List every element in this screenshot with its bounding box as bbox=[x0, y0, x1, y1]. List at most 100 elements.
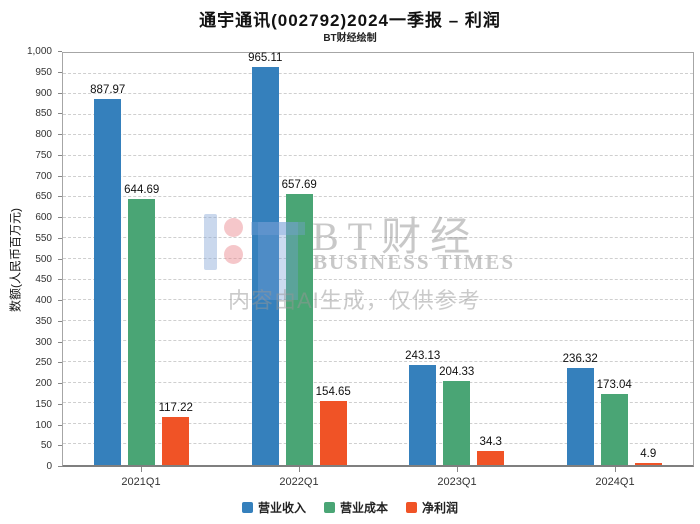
y-tick-label: 900 bbox=[35, 87, 52, 99]
bar-营业收入-2023Q1: 243.13 bbox=[405, 350, 440, 465]
bar-value-label: 34.3 bbox=[479, 435, 502, 448]
y-tick-label: 50 bbox=[40, 440, 52, 452]
bar-营业收入-2021Q1: 887.97 bbox=[90, 84, 125, 465]
bar-group-2023Q1: 243.13 204.33 34.3 bbox=[378, 53, 536, 465]
x-tick-mark bbox=[141, 467, 142, 472]
bars-layer: 887.97 644.69 117.22 965.11 657.69 154.65 243.… bbox=[63, 52, 694, 465]
y-tick-label: 500 bbox=[35, 253, 52, 265]
bar-净利润-2024Q1: 4.9 bbox=[634, 448, 662, 465]
bar-营业成本-2021Q1: 644.69 bbox=[124, 184, 159, 465]
y-tick-mark bbox=[58, 92, 62, 94]
gridline bbox=[63, 216, 693, 218]
bar-营业成本-2024Q1: 173.04 bbox=[597, 379, 632, 465]
y-tick-label: 100 bbox=[35, 419, 52, 431]
bar-value-label: 644.69 bbox=[124, 184, 160, 197]
gridline bbox=[63, 299, 693, 301]
gridline bbox=[63, 278, 693, 280]
y-tick-mark bbox=[58, 237, 62, 239]
y-tick-label: 1,000 bbox=[26, 46, 52, 57]
y-tick-label: 400 bbox=[35, 295, 52, 306]
bar-净利润-2022Q1: 154.65 bbox=[316, 386, 351, 465]
y-tick-label: 450 bbox=[35, 274, 52, 286]
y-tick-mark bbox=[58, 51, 62, 52]
y-tick-label: 850 bbox=[35, 108, 52, 120]
gridline bbox=[63, 155, 693, 156]
bar-value-label: 887.97 bbox=[90, 84, 126, 97]
legend-label: 营业成本 bbox=[339, 501, 388, 515]
bar-group-2022Q1: 965.11 657.69 154.65 bbox=[221, 52, 379, 465]
y-tick-mark bbox=[58, 258, 62, 260]
gridline bbox=[63, 237, 693, 239]
y-tick-mark bbox=[58, 113, 62, 115]
bar-value-label: 117.22 bbox=[158, 401, 193, 414]
gridline bbox=[63, 93, 693, 95]
bar-value-label: 236.32 bbox=[562, 352, 598, 365]
gridline bbox=[63, 134, 693, 136]
y-tick-label: 350 bbox=[35, 315, 52, 327]
x-tick-label-2024Q1: 2024Q1 bbox=[536, 467, 694, 488]
bar-营业收入-2022Q1: 965.11 bbox=[248, 52, 282, 465]
bar-营业收入-2024Q1: 236.32 bbox=[563, 353, 598, 465]
chart-subtitle: BT财经绘制 bbox=[323, 33, 377, 44]
y-tick-label: 150 bbox=[35, 398, 52, 410]
legend-label: 营业收入 bbox=[257, 501, 306, 515]
y-tick-mark bbox=[58, 424, 62, 426]
gridline bbox=[63, 402, 693, 404]
y-tick-label: 700 bbox=[35, 170, 52, 182]
y-tick-label: 950 bbox=[35, 66, 52, 78]
y-tick-mark bbox=[58, 320, 62, 322]
y-tick-mark bbox=[58, 217, 62, 218]
bar-group-2024Q1: 236.32 173.04 4.9 bbox=[536, 53, 694, 465]
y-tick-label: 650 bbox=[35, 191, 52, 203]
x-tick-mark bbox=[457, 467, 458, 472]
x-tick-mark bbox=[299, 467, 300, 472]
y-tick-label: 750 bbox=[35, 149, 52, 161]
gridline bbox=[63, 443, 693, 445]
y-tick-label: 300 bbox=[35, 336, 52, 348]
gridline bbox=[63, 361, 693, 362]
gridline bbox=[63, 340, 693, 342]
bar-value-label: 4.9 bbox=[640, 447, 657, 460]
legend: 营业收入 营业成本 净利润 bbox=[0, 499, 700, 516]
y-tick-mark bbox=[58, 71, 62, 73]
y-tick-mark bbox=[58, 300, 62, 301]
gridline bbox=[63, 258, 693, 259]
bar-value-label: 154.65 bbox=[315, 386, 351, 399]
y-tick-label: 800 bbox=[35, 129, 52, 140]
x-tick-label-2023Q1: 2023Q1 bbox=[378, 467, 536, 488]
gridline bbox=[63, 196, 693, 198]
y-tick-mark bbox=[58, 175, 62, 177]
bar-净利润-2021Q1: 117.22 bbox=[159, 402, 193, 465]
y-tick-mark bbox=[58, 341, 62, 343]
legend-swatch-icon bbox=[241, 502, 253, 513]
x-tick-label-2022Q1: 2022Q1 bbox=[220, 467, 378, 488]
y-tick-label: 0 bbox=[46, 461, 52, 472]
plot-area: 887.97 644.69 117.22 965.11 657.69 154.65 243.… bbox=[62, 52, 694, 467]
y-tick-mark bbox=[58, 403, 62, 405]
legend-item-营业收入[interactable]: 营业收入 bbox=[241, 499, 306, 516]
bar-group-2021Q1: 887.97 644.69 117.22 bbox=[63, 53, 221, 465]
legend-swatch-icon bbox=[406, 502, 417, 513]
y-tick-mark bbox=[58, 196, 62, 198]
gridline bbox=[63, 113, 693, 115]
gridline bbox=[63, 381, 693, 383]
legend-item-营业成本[interactable]: 营业成本 bbox=[323, 499, 388, 516]
bar-营业成本-2022Q1: 657.69 bbox=[282, 179, 317, 465]
bar-value-label: 965.11 bbox=[248, 52, 283, 65]
y-tick-label: 600 bbox=[35, 212, 52, 223]
y-tick-mark bbox=[58, 154, 62, 156]
bar-value-label: 243.13 bbox=[405, 349, 441, 362]
y-tick-label: 250 bbox=[35, 357, 52, 369]
gridline bbox=[63, 319, 693, 321]
y-tick-mark bbox=[58, 466, 62, 467]
x-tick-mark bbox=[615, 467, 616, 472]
chart-title: 通宇通讯(002792)2024一季报 – 利润 bbox=[199, 11, 501, 30]
bar-净利润-2023Q1: 34.3 bbox=[477, 436, 505, 465]
bar-value-label: 204.33 bbox=[439, 365, 475, 378]
y-tick-label: 550 bbox=[35, 232, 52, 244]
legend-item-净利润[interactable]: 净利润 bbox=[406, 499, 458, 516]
legend-label: 净利润 bbox=[422, 501, 459, 515]
gridline bbox=[63, 175, 693, 177]
y-tick-mark bbox=[58, 134, 62, 135]
